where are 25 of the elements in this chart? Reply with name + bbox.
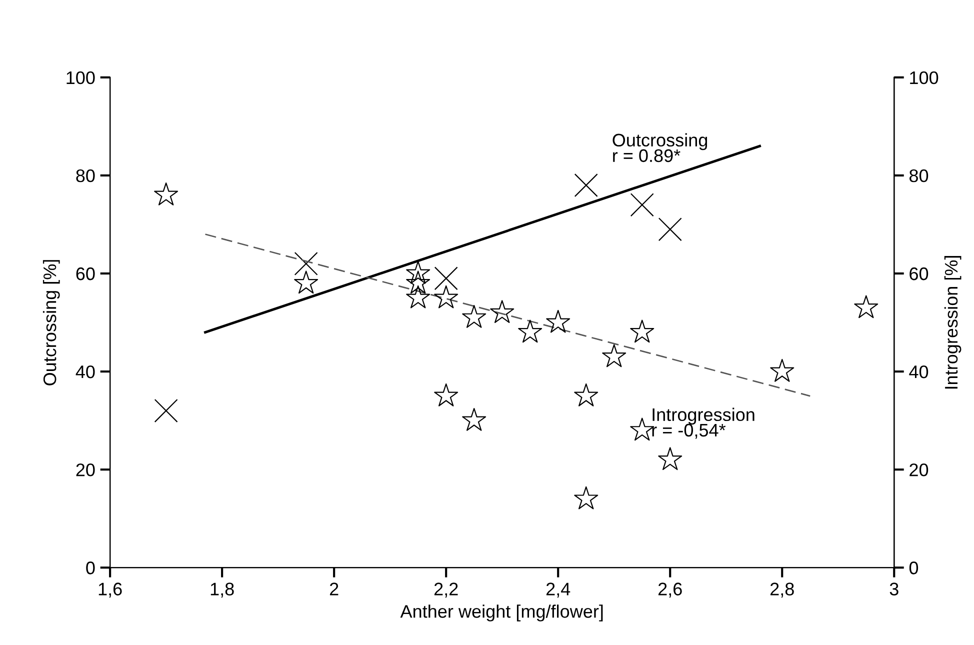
y2-tick-label: 100 [910, 71, 938, 84]
x-tick-label: 2 [330, 582, 338, 596]
y-tick-label: 60 [76, 267, 95, 280]
y-tick-label: 20 [76, 463, 95, 476]
x-tick-label: 3 [890, 582, 898, 596]
y-tick-label: 100 [66, 71, 95, 84]
y-axis-title: Outcrossing [%] [42, 260, 60, 386]
y-tick-label: 40 [76, 365, 95, 378]
y2-axis-title: Introgression [%] [944, 256, 962, 389]
y-tick-label: 80 [76, 169, 95, 182]
x-tick-label: 1,6 [98, 582, 122, 598]
annotation: Outcrossing r = 0.89* [612, 133, 708, 162]
x-tick-label: 2,2 [434, 582, 458, 598]
y-tick-label: 0 [86, 562, 95, 574]
x-tick-label: 2,8 [770, 582, 794, 598]
y2-tick-label: 40 [909, 365, 928, 378]
x-axis-title: Anther weight [mg/flower] [400, 604, 603, 622]
x-tick-label: 2,4 [546, 582, 570, 598]
x-tick-label: 1,8 [210, 582, 234, 598]
y2-tick-label: 20 [910, 463, 928, 476]
y2-tick-label: 60 [910, 267, 928, 280]
y2-tick-label: 0 [909, 562, 918, 574]
x-tick-label: 2,6 [658, 582, 682, 598]
annotation: Introgression r = -0,54* [652, 408, 754, 439]
y2-tick-label: 80 [910, 169, 928, 182]
